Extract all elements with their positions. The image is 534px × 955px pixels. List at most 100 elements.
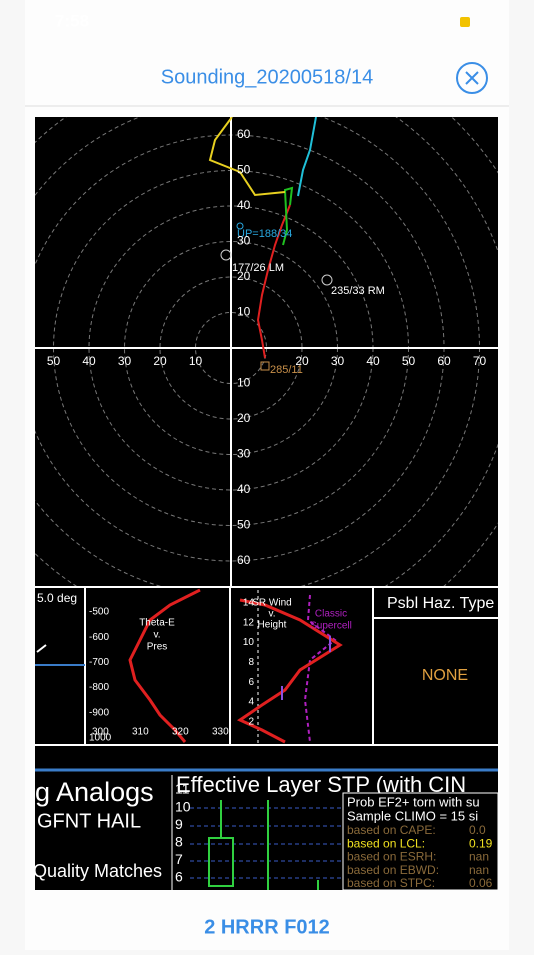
height-label: 2 bbox=[248, 716, 254, 727]
pressure-label: -800 bbox=[89, 682, 109, 693]
temp-label: 310 bbox=[132, 727, 149, 738]
storm-marker bbox=[220, 249, 232, 261]
sr-wind-trace bbox=[236, 598, 343, 744]
analogs-title: g Analogs bbox=[35, 777, 154, 807]
sounding-image: UP=188/34 177/26 LM 235/33 RM 285/11 5.0… bbox=[33, 117, 498, 890]
hodo-trace bbox=[297, 117, 317, 197]
prob-label: based on STPC: bbox=[347, 876, 435, 890]
stp-axis-label: 10 bbox=[175, 798, 191, 814]
analogs-hail: GFNT HAIL bbox=[37, 810, 141, 832]
ref-label: Supercell bbox=[310, 621, 352, 632]
height-label: 12 bbox=[243, 617, 255, 628]
ring-label: 20 bbox=[295, 354, 309, 368]
panel-title: v. bbox=[268, 609, 275, 620]
ring-label: 40 bbox=[237, 482, 251, 496]
ring-label: 70 bbox=[473, 354, 487, 368]
stp-axis-label: 8 bbox=[175, 834, 183, 850]
prob-label: based on CAPE: bbox=[347, 823, 436, 837]
ring-label: 10 bbox=[189, 354, 203, 368]
pressure-label: 1000 bbox=[89, 733, 112, 744]
prob-label: based on ESRH: bbox=[347, 850, 436, 864]
panel-title: Pres bbox=[147, 642, 168, 653]
ref-label: Classic bbox=[315, 609, 347, 620]
ring-label: 60 bbox=[437, 354, 451, 368]
height-label: 14 bbox=[243, 598, 255, 609]
prob-value: 0.06 bbox=[469, 876, 493, 890]
pressure-label: -700 bbox=[89, 657, 109, 668]
ring-label: 30 bbox=[331, 354, 345, 368]
pressure-label: -600 bbox=[89, 632, 109, 643]
panel-title: Height bbox=[258, 620, 287, 631]
ring-label: 10 bbox=[237, 305, 251, 319]
ring-label: 40 bbox=[366, 354, 380, 368]
height-label: 8 bbox=[248, 657, 254, 668]
panel-title: SR Wind bbox=[252, 598, 291, 609]
storm-label: 235/33 RM bbox=[331, 285, 385, 297]
ring-label: 60 bbox=[237, 127, 251, 141]
temp-label: 320 bbox=[172, 727, 189, 738]
image-bg bbox=[35, 117, 498, 890]
ring-label: 60 bbox=[237, 553, 251, 567]
stp-axis-label: 7 bbox=[175, 851, 183, 867]
storm-label: UP=188/34 bbox=[237, 228, 292, 240]
temp-label: 300 bbox=[92, 727, 109, 738]
ring-label: 40 bbox=[237, 198, 251, 212]
ring-label: 20 bbox=[237, 411, 251, 425]
stp-axis-label: 9 bbox=[175, 816, 183, 832]
panel-title: v. bbox=[153, 630, 160, 641]
prob-climo: Sample CLIMO = 15 si bbox=[347, 808, 478, 823]
storm-label: 177/26 LM bbox=[232, 262, 284, 274]
prob-title: Prob EF2+ torn with su bbox=[347, 794, 480, 809]
prob-value: nan bbox=[469, 863, 489, 877]
height-label: 6 bbox=[248, 677, 254, 688]
ring-label: 20 bbox=[237, 269, 251, 283]
ring-label: 40 bbox=[82, 354, 96, 368]
ring-label: 10 bbox=[237, 376, 251, 390]
prob-value: 0.0 bbox=[469, 823, 486, 837]
close-button[interactable] bbox=[456, 62, 488, 94]
temp-label: 330 bbox=[212, 727, 229, 738]
stp-grid bbox=[190, 807, 343, 879]
stp-box bbox=[208, 800, 319, 890]
storm-marker bbox=[321, 274, 333, 286]
battery bbox=[460, 17, 470, 27]
pressure-label: -500 bbox=[89, 607, 109, 618]
prob-value: 0.19 bbox=[469, 836, 493, 850]
stp-axis-label: 6 bbox=[175, 869, 183, 885]
ring-label: 50 bbox=[47, 354, 61, 368]
analogs-matches: Quality Matches bbox=[33, 861, 162, 881]
angle-mark bbox=[36, 644, 47, 653]
hodo-trace bbox=[282, 186, 294, 246]
theta-trace bbox=[128, 588, 201, 743]
storm-marker bbox=[260, 361, 270, 371]
height-label: 4 bbox=[248, 697, 254, 708]
hazard-title: Psbl Haz. Type bbox=[387, 595, 494, 612]
ring-label: 30 bbox=[237, 447, 251, 461]
ring-label: 30 bbox=[237, 234, 251, 248]
header-title: Sounding_20200518/14 bbox=[161, 66, 373, 88]
storm-label: 285/11 bbox=[270, 364, 303, 376]
caption: 2 HRRR F012 bbox=[204, 916, 330, 938]
prob-label: based on EBWD: bbox=[347, 863, 439, 877]
height-label: 10 bbox=[243, 637, 255, 648]
hodo-trace bbox=[256, 204, 291, 359]
hodo-trace bbox=[208, 117, 286, 197]
hazard-value: NONE bbox=[422, 667, 468, 684]
status-time: 7:58 bbox=[55, 11, 89, 30]
angle-label: 5.0 deg bbox=[37, 591, 77, 605]
prob-label: based on LCL: bbox=[347, 836, 425, 850]
ring-label: 50 bbox=[237, 518, 251, 532]
ring-label: 50 bbox=[237, 163, 251, 177]
stp-axis-label: 11 bbox=[175, 781, 190, 797]
ring-label: 30 bbox=[118, 354, 132, 368]
pressure-label: -900 bbox=[89, 707, 109, 718]
panel-borders bbox=[35, 586, 498, 746]
storm-marker bbox=[236, 222, 244, 230]
prob-value: nan bbox=[469, 850, 489, 864]
ring-label: 20 bbox=[153, 354, 167, 368]
panel-title: Theta-E bbox=[139, 618, 175, 629]
ring-label: 50 bbox=[402, 354, 416, 368]
prob-box bbox=[342, 792, 498, 890]
